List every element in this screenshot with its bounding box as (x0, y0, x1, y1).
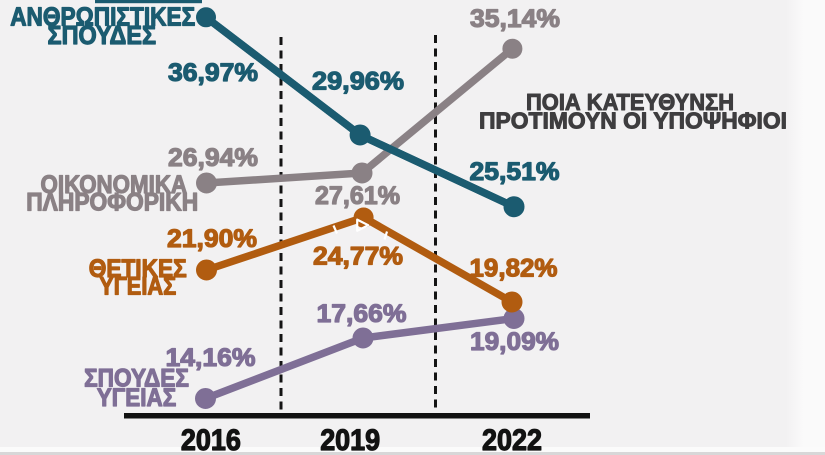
svg-text:2022: 2022 (482, 424, 542, 455)
svg-text:ΣΠΟΥΔΕΣ: ΣΠΟΥΔΕΣ (48, 20, 157, 50)
svg-text:29,96%: 29,96% (312, 68, 404, 96)
svg-text:27,61%: 27,61% (315, 182, 400, 210)
svg-text:17,66%: 17,66% (317, 300, 407, 328)
svg-text:25,51%: 25,51% (470, 158, 560, 186)
svg-text:19,09%: 19,09% (470, 328, 559, 356)
svg-text:ΟΙΚΟΝΟΜΙΚΑ: ΟΙΚΟΝΟΜΙΚΑ (41, 171, 188, 199)
svg-text:2019: 2019 (320, 424, 380, 455)
svg-text:19,82%: 19,82% (470, 255, 558, 283)
svg-text:ΠΛΗΡΟΦΟΡΙΚΗ: ΠΛΗΡΟΦΟΡΙΚΗ (26, 189, 198, 217)
svg-text:36,97%: 36,97% (168, 59, 258, 87)
svg-text:ΥΓΕΙΑΣ: ΥΓΕΙΑΣ (97, 384, 176, 412)
svg-text:21,90%: 21,90% (167, 225, 257, 253)
svg-text:ΘΕΤΙΚΕΣ: ΘΕΤΙΚΕΣ (89, 255, 187, 283)
svg-text:26,94%: 26,94% (168, 144, 258, 172)
svg-text:35,14%: 35,14% (470, 5, 560, 33)
svg-text:ΠΟΙΑ ΚΑΤΕΥΘΥΝΣΗ: ΠΟΙΑ ΚΑΤΕΥΘΥΝΣΗ (526, 89, 734, 115)
svg-text:ΠΡΟΤΙΜΟΥΝ ΟΙ ΥΠΟΨΗΦΙΟΙ: ΠΡΟΤΙΜΟΥΝ ΟΙ ΥΠΟΨΗΦΙΟΙ (479, 108, 787, 134)
svg-text:2016: 2016 (181, 424, 241, 455)
svg-text:ΑΝΘΡΩΠΙΣΤΙΚΕΣ: ΑΝΘΡΩΠΙΣΤΙΚΕΣ (10, 2, 195, 32)
svg-text:ΥΓΕΙΑΣ: ΥΓΕΙΑΣ (99, 273, 176, 301)
svg-text:24,77%: 24,77% (313, 243, 403, 271)
svg-text:14,16%: 14,16% (166, 344, 256, 372)
svg-text:ΣΠΟΥΔΕΣ: ΣΠΟΥΔΕΣ (84, 365, 189, 393)
